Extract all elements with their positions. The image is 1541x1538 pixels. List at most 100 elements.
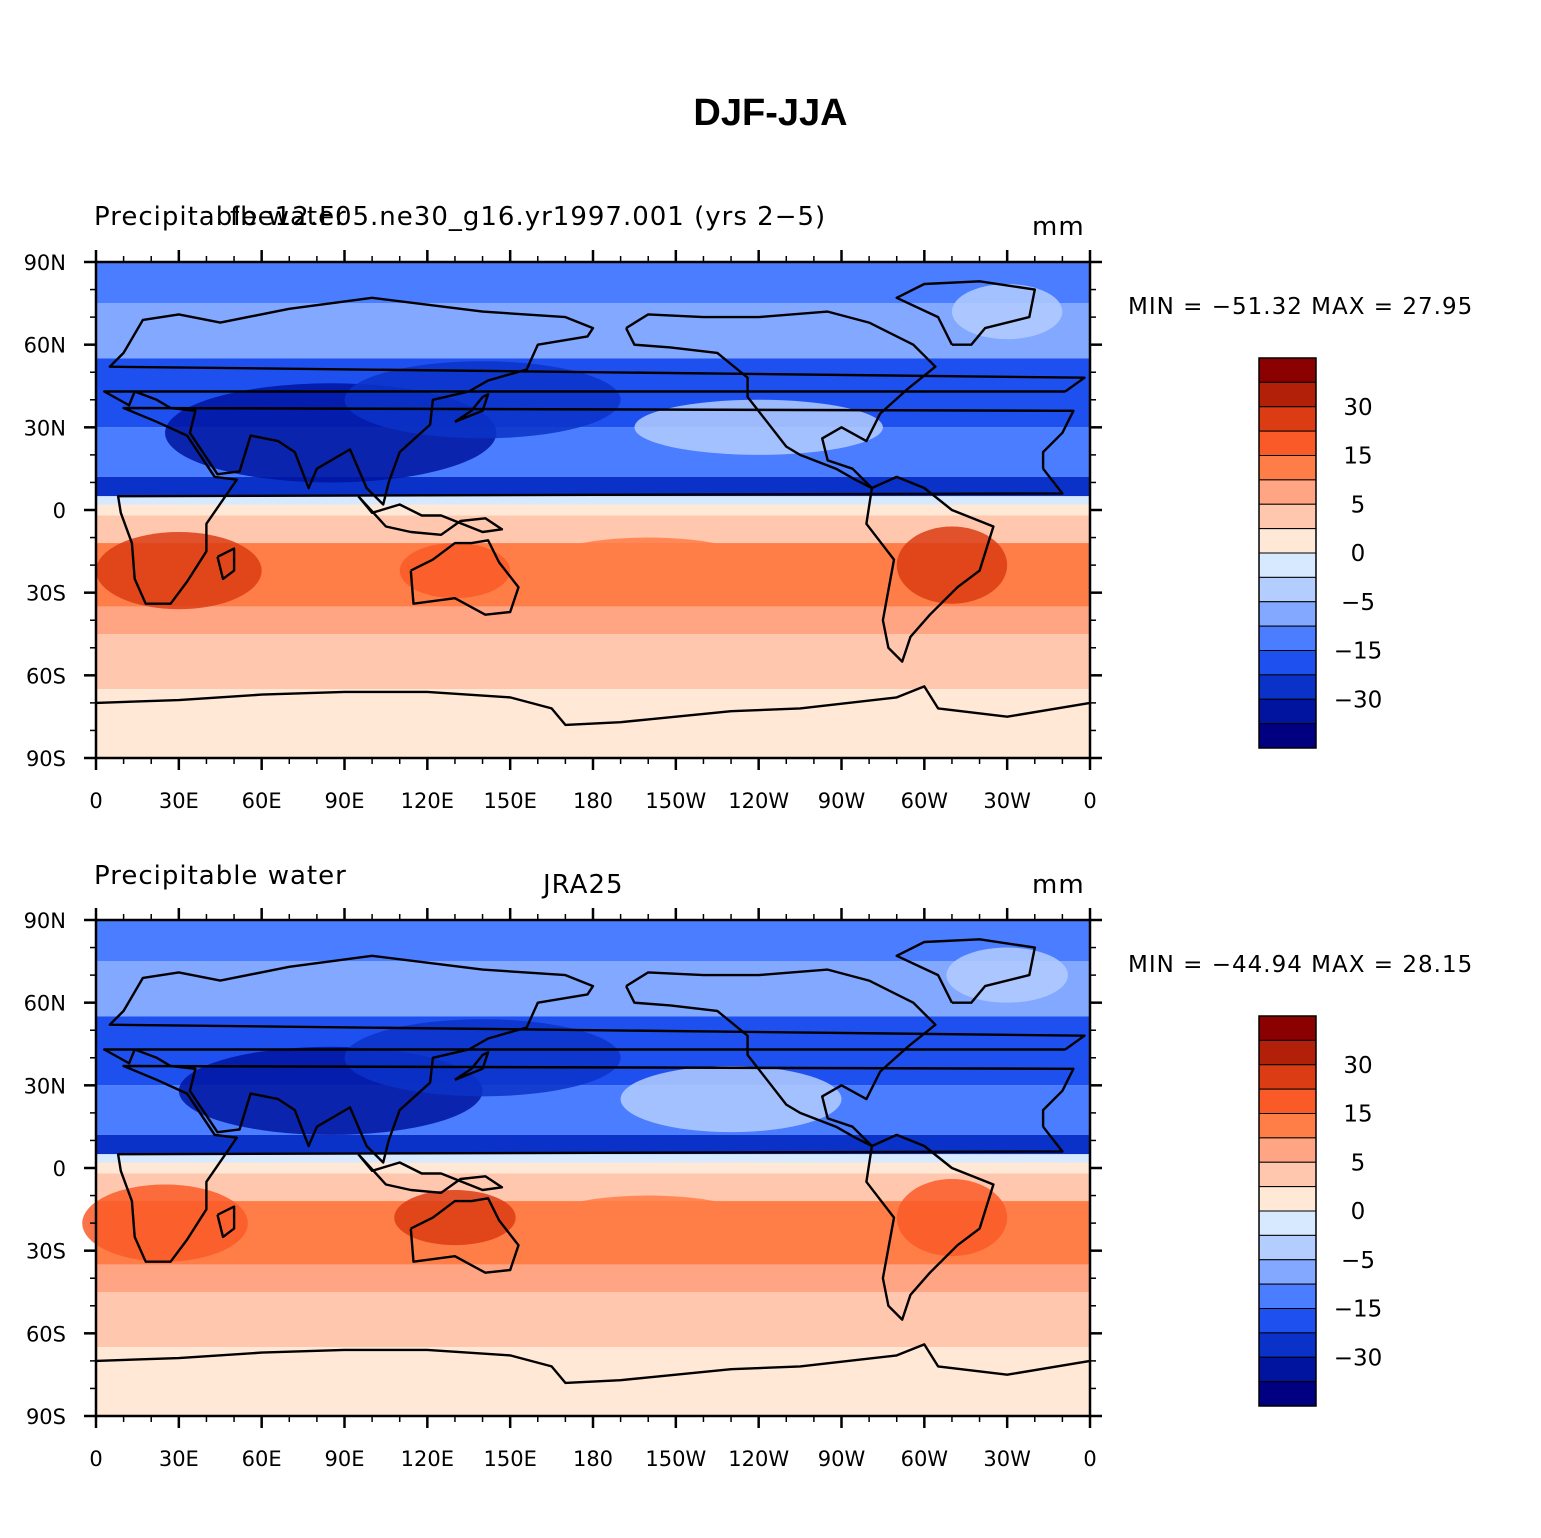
colorbar-label: −15 xyxy=(1334,639,1383,665)
field-band-9 xyxy=(96,1264,1090,1292)
colorbar-box xyxy=(1258,625,1317,651)
field-band-5 xyxy=(96,496,1090,505)
lon-tick-label: 120W xyxy=(728,1447,789,1471)
coastline-0 xyxy=(116,406,1075,605)
lon-tick-label: 0 xyxy=(89,1447,102,1471)
colorbar-box xyxy=(1258,406,1317,432)
field-band-10 xyxy=(96,1292,1090,1348)
field-band-10 xyxy=(96,634,1090,690)
colorbar-box xyxy=(1258,1381,1317,1407)
colorbar-box xyxy=(1258,381,1317,408)
lon-tick-label: 180 xyxy=(573,1447,613,1471)
colorbar-box xyxy=(1258,455,1317,481)
lon-tick-label: 150E xyxy=(483,1447,536,1471)
field-blob-1 xyxy=(344,1019,621,1097)
lon-tick-label: 30E xyxy=(159,1447,199,1471)
colorbar-frame xyxy=(1258,357,1317,749)
lon-tick-label: 30W xyxy=(983,789,1031,813)
lat-tick-label: 30S xyxy=(26,582,66,606)
colorbar-box xyxy=(1258,1308,1317,1334)
colorbar-label: 30 xyxy=(1343,1053,1372,1079)
lat-tick-label: 60N xyxy=(24,992,66,1016)
coastline-4 xyxy=(865,1133,995,1321)
coastline-7 xyxy=(216,547,236,581)
colorbar-label: 15 xyxy=(1343,444,1372,470)
lon-tick-label: 90W xyxy=(818,1447,866,1471)
coastline-2 xyxy=(409,539,520,616)
panel1-map: 0 30E 60E 90E 120E 150E 180 150W 120W 90W 60W 30W 09… xyxy=(24,250,1102,813)
panel2-units: mm xyxy=(1032,870,1085,900)
coastline-1 xyxy=(103,954,1086,1164)
field-blob-5 xyxy=(620,1066,842,1133)
colorbar-box xyxy=(1258,503,1317,530)
colorbar-box xyxy=(1258,1332,1317,1358)
colorbar-box xyxy=(1258,430,1317,456)
lon-tick-label: 90E xyxy=(325,1447,365,1471)
lon-tick-label: 180 xyxy=(573,789,613,813)
coastline-6 xyxy=(95,685,1091,727)
field-blob-4 xyxy=(896,526,1008,604)
colorbar-label: 30 xyxy=(1343,395,1372,421)
lon-tick-label: 120E xyxy=(401,789,454,813)
lon-tick-label: 90E xyxy=(325,789,365,813)
colorbar-box xyxy=(1258,528,1317,554)
panel1-center-title: fbe12.F05.ne30_g16.yr1997.001 (yrs 2−5) xyxy=(230,202,827,232)
colorbar-box xyxy=(1258,1186,1317,1212)
colorbar-box xyxy=(1258,1161,1317,1188)
colorbar-box xyxy=(1258,552,1317,578)
field-blob-7 xyxy=(537,1195,759,1251)
coastline-4 xyxy=(865,475,995,663)
field-blob-6 xyxy=(946,947,1068,1003)
colorbar-label: −15 xyxy=(1334,1297,1383,1323)
lat-tick-label: 0 xyxy=(53,499,66,523)
coastline-3 xyxy=(625,310,937,490)
coastline-3 xyxy=(625,968,937,1148)
colorbar-label: −5 xyxy=(1341,590,1375,616)
lat-tick-label: 0 xyxy=(53,1157,66,1181)
coastline-7 xyxy=(216,1205,236,1239)
lon-tick-label: 150W xyxy=(645,1447,706,1471)
colorbar-box xyxy=(1258,479,1317,505)
lon-tick-label: 120W xyxy=(728,789,789,813)
lon-tick-label: 0 xyxy=(89,789,102,813)
colorbar-box xyxy=(1258,1039,1317,1066)
lat-tick-label: 60S xyxy=(26,1322,66,1346)
lon-tick-label: 150E xyxy=(483,789,536,813)
coastline-9 xyxy=(357,1153,504,1194)
lat-tick-label: 30S xyxy=(26,1240,66,1264)
panel2-map: 0 30E 60E 90E 120E 150E 180 150W 120W 90W 60W 30W 09… xyxy=(24,908,1102,1471)
field-blob-6 xyxy=(951,284,1063,340)
colorbar-box xyxy=(1258,1210,1317,1236)
colorbar-frame xyxy=(1258,1015,1317,1407)
colorbar-box xyxy=(1258,1283,1317,1309)
colorbar-label: 5 xyxy=(1351,1150,1366,1176)
lat-tick-label: 90S xyxy=(26,1405,66,1429)
panel1-min-max: MIN = −51.32 MAX = 27.95 xyxy=(1128,294,1474,320)
colorbar-label: −30 xyxy=(1334,1345,1383,1371)
colorbar-box xyxy=(1258,723,1317,749)
figure-title: DJF-JJA xyxy=(693,92,848,134)
lon-tick-label: 60W xyxy=(901,1447,949,1471)
field-band-1 xyxy=(96,961,1090,1017)
field-band-0 xyxy=(96,262,1090,304)
colorbar-label: 15 xyxy=(1343,1102,1372,1128)
coastline-6 xyxy=(95,1343,1091,1385)
field-blob-1 xyxy=(344,361,621,439)
panel1-colorbar: 30 15 5 0 −5 −15 −30 xyxy=(1258,357,1383,749)
coastline-8 xyxy=(454,393,490,423)
field-band-4 xyxy=(96,1134,1090,1155)
colorbar-label: −30 xyxy=(1334,687,1383,713)
coastline-5 xyxy=(895,938,1036,1004)
lat-tick-label: 90N xyxy=(24,251,66,275)
lon-tick-label: 0 xyxy=(1083,789,1096,813)
field-band-0 xyxy=(96,920,1090,962)
panel2-colorbar: 30 15 5 0 −5 −15 −30 xyxy=(1258,1015,1383,1407)
coastline-5 xyxy=(895,280,1036,346)
coastline-9 xyxy=(357,495,504,536)
panel1-left-title: Precipitable water xyxy=(94,202,347,232)
field-band-9 xyxy=(96,606,1090,634)
colorbar-box xyxy=(1258,1234,1317,1261)
colorbar-box xyxy=(1258,576,1317,603)
colorbar-label: −5 xyxy=(1341,1248,1375,1274)
